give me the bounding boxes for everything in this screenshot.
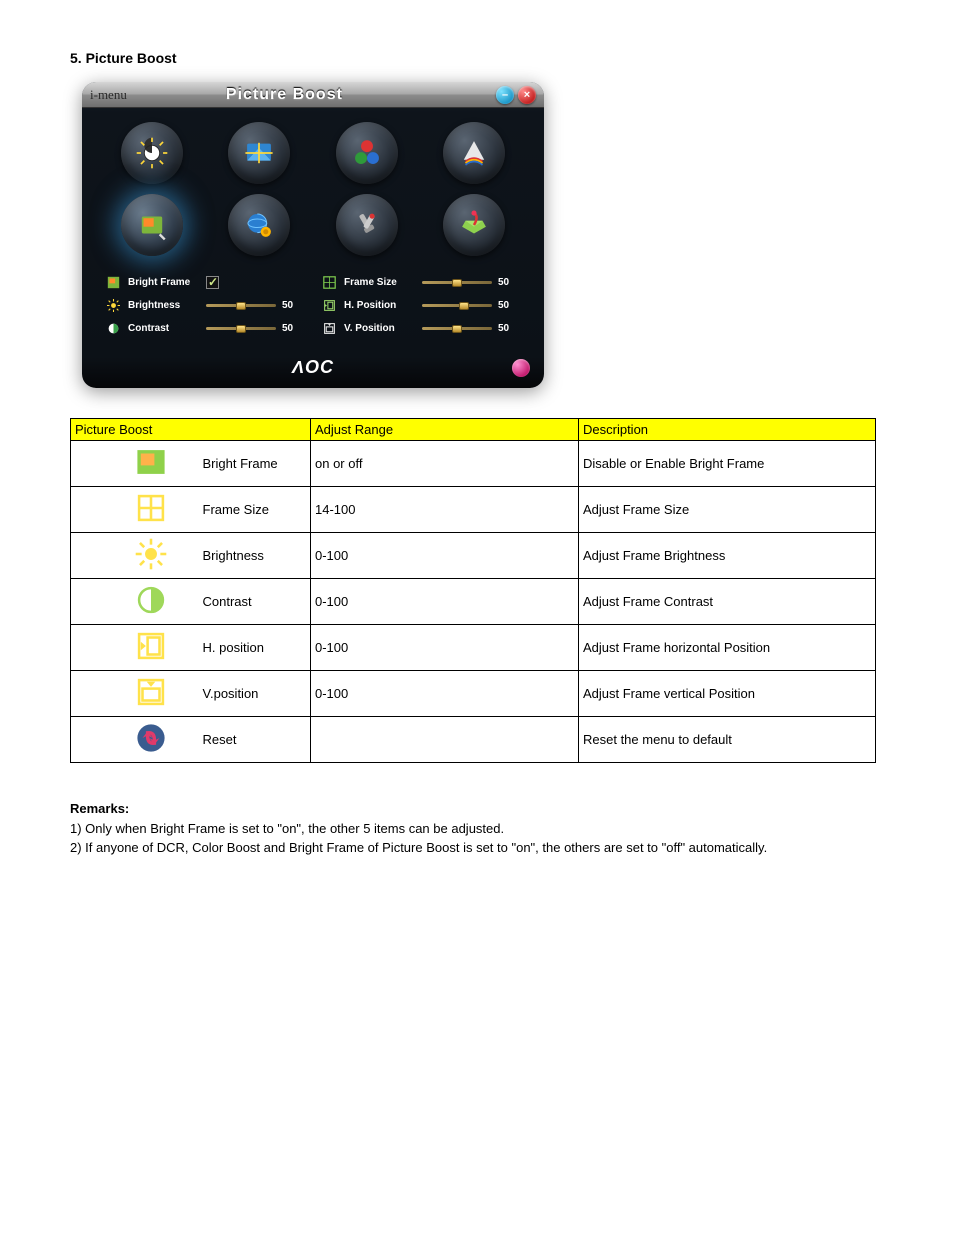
slider-label: Brightness xyxy=(128,300,200,311)
framesize-mini-icon xyxy=(320,276,338,289)
slider-label: V. Position xyxy=(344,323,416,334)
slider-contrast: Contrast 50 xyxy=(104,322,306,335)
color-boost-icon[interactable] xyxy=(443,122,505,184)
row-name: Contrast xyxy=(199,579,311,625)
osd-sliders: Bright Frame Frame Size 50 Brightness 50… xyxy=(104,272,522,345)
table-row: Reset Reset the menu to default xyxy=(71,717,876,763)
table-header-col2: Adjust Range xyxy=(311,419,579,441)
close-icon[interactable]: × xyxy=(518,86,536,104)
color-temp-icon[interactable] xyxy=(336,122,398,184)
row-name: Reset xyxy=(199,717,311,763)
row-range xyxy=(311,717,579,763)
table-header-col3: Description xyxy=(579,419,876,441)
picture-boost-table: Picture Boost Adjust Range Description B… xyxy=(70,418,876,763)
hpos-mini-icon xyxy=(320,299,338,312)
slider-label: Bright Frame xyxy=(128,277,200,288)
osd-titlebar: i-menu Picture Boost – × xyxy=(82,82,544,108)
image-setup-icon[interactable] xyxy=(228,122,290,184)
row-range: 0-100 xyxy=(311,625,579,671)
remarks-line: 1) Only when Bright Frame is set to "on"… xyxy=(70,819,884,839)
slider-track[interactable] xyxy=(206,304,276,307)
slider-value: 50 xyxy=(498,277,522,288)
slider-track[interactable] xyxy=(422,304,492,307)
section-number: 5. xyxy=(70,50,82,66)
row-desc: Adjust Frame vertical Position xyxy=(579,671,876,717)
row-desc: Reset the menu to default xyxy=(579,717,876,763)
minimize-icon[interactable]: – xyxy=(496,86,514,104)
row-range: 0-100 xyxy=(311,533,579,579)
row-desc: Adjust Frame Size xyxy=(579,487,876,533)
vpos-table-icon xyxy=(134,675,168,709)
row-name: Frame Size xyxy=(199,487,311,533)
row-name: Bright Frame xyxy=(199,441,311,487)
slider-value: 50 xyxy=(498,323,522,334)
row-desc: Adjust Frame Contrast xyxy=(579,579,876,625)
logo-text: ΛOC xyxy=(114,357,512,378)
row-desc: Disable or Enable Bright Frame xyxy=(579,441,876,487)
osd-title: Picture Boost xyxy=(82,86,492,104)
row-range: on or off xyxy=(311,441,579,487)
table-row: H. position0-100Adjust Frame horizontal … xyxy=(71,625,876,671)
osd-setup-icon[interactable] xyxy=(228,194,290,256)
remarks-line: 2) If anyone of DCR, Color Boost and Bri… xyxy=(70,838,884,858)
table-row: V.position0-100Adjust Frame vertical Pos… xyxy=(71,671,876,717)
slider-label: Frame Size xyxy=(344,277,416,288)
section-heading: 5. Picture Boost xyxy=(70,50,884,66)
osd-icon-grid xyxy=(104,122,522,256)
slider-value: 50 xyxy=(498,300,522,311)
extra-icon[interactable] xyxy=(336,194,398,256)
slider-label: Contrast xyxy=(128,323,200,334)
slider-brightness: Brightness 50 xyxy=(104,299,306,312)
section-title: Picture Boost xyxy=(86,50,177,66)
slider-label: H. Position xyxy=(344,300,416,311)
table-row: Bright Frameon or offDisable or Enable B… xyxy=(71,441,876,487)
slider-brightframe: Bright Frame xyxy=(104,276,306,289)
slider-track[interactable] xyxy=(206,327,276,330)
row-name: Brightness xyxy=(199,533,311,579)
slider-vposition: V. Position 50 xyxy=(320,322,522,335)
table-row: Brightness0-100Adjust Frame Brightness xyxy=(71,533,876,579)
row-desc: Adjust Frame horizontal Position xyxy=(579,625,876,671)
slider-value: 50 xyxy=(282,300,306,311)
brightness-mini-icon xyxy=(104,299,122,312)
row-range: 0-100 xyxy=(311,579,579,625)
row-name: V.position xyxy=(199,671,311,717)
row-desc: Adjust Frame Brightness xyxy=(579,533,876,579)
table-row: Frame Size14-100Adjust Frame Size xyxy=(71,487,876,533)
slider-track[interactable] xyxy=(422,281,492,284)
footer-orb-icon xyxy=(512,359,530,377)
remarks-section: Remarks: 1) Only when Bright Frame is se… xyxy=(70,799,884,858)
brightframe-checkbox[interactable] xyxy=(206,276,219,289)
table-row: Contrast0-100Adjust Frame Contrast xyxy=(71,579,876,625)
hpos-table-icon xyxy=(134,629,168,663)
slider-hposition: H. Position 50 xyxy=(320,299,522,312)
exit-icon[interactable] xyxy=(443,194,505,256)
reset-table-icon xyxy=(134,721,168,755)
table-header-col1: Picture Boost xyxy=(71,419,311,441)
luminance-icon[interactable] xyxy=(121,122,183,184)
brightframe-mini-icon xyxy=(104,276,122,289)
framesize-table-icon xyxy=(134,491,168,525)
remarks-title: Remarks: xyxy=(70,799,884,819)
row-range: 0-100 xyxy=(311,671,579,717)
vpos-mini-icon xyxy=(320,322,338,335)
picture-boost-icon[interactable] xyxy=(121,194,183,256)
slider-framesize: Frame Size 50 xyxy=(320,276,522,289)
slider-value: 50 xyxy=(282,323,306,334)
row-name: H. position xyxy=(199,625,311,671)
brightframe-table-icon xyxy=(134,445,168,479)
contrast-mini-icon xyxy=(104,322,122,335)
brightness-table-icon xyxy=(134,537,168,571)
row-range: 14-100 xyxy=(311,487,579,533)
contrast-table-icon xyxy=(134,583,168,617)
osd-footer: ΛOC xyxy=(82,353,544,388)
osd-window: i-menu Picture Boost – × xyxy=(82,82,544,388)
slider-track[interactable] xyxy=(422,327,492,330)
